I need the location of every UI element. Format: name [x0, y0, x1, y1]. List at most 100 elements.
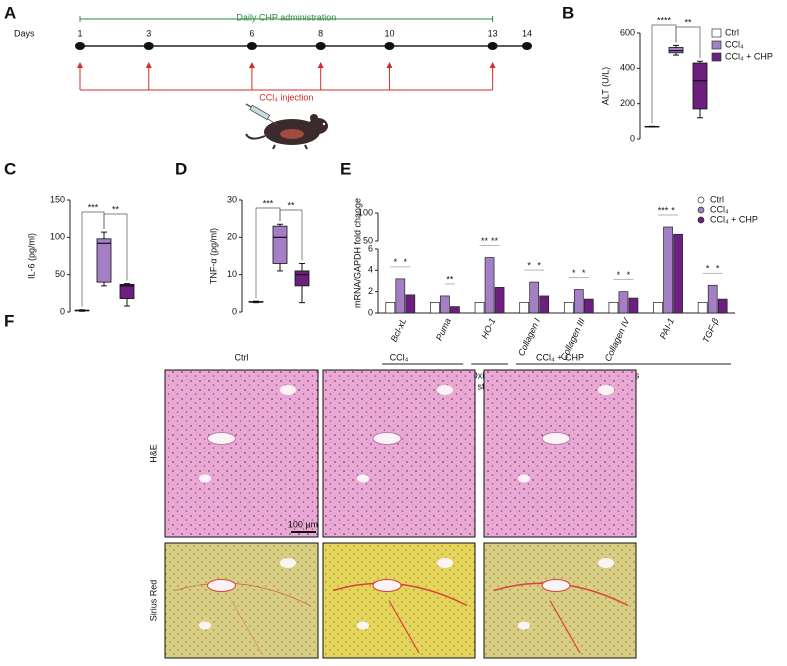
legend-swatch [711, 28, 722, 38]
bar [529, 281, 540, 314]
tissue [483, 542, 637, 659]
bar [440, 295, 450, 314]
vessel [372, 432, 402, 445]
x-tick-label: PAI-1 [658, 317, 676, 341]
x-tick-label: Collagen I [516, 316, 542, 357]
legend-label: Ctrl [710, 194, 724, 204]
legend-swatch [697, 206, 705, 214]
bar [618, 291, 629, 314]
vessel [541, 579, 571, 592]
x-tick-label: TGF-β [701, 317, 721, 345]
vessel [280, 558, 296, 568]
vessel [207, 432, 236, 445]
scale-bar-label: 100 μm [288, 519, 318, 529]
tissue [322, 369, 476, 538]
column-label: Ctrl [235, 352, 249, 362]
panel-label: C [4, 159, 16, 178]
timeline-day-marker [246, 42, 257, 50]
legend-label: CCl₄ [725, 39, 744, 49]
y-tick-label: 0 [60, 306, 65, 316]
significance-label: *** [88, 202, 99, 212]
vessel [199, 474, 211, 483]
y-tick-label: 4 [368, 265, 373, 275]
y-tick-label: 0 [630, 133, 635, 143]
bar [717, 298, 728, 314]
histology-image [483, 369, 637, 538]
significance-label: **** [657, 15, 672, 25]
timeline-day-label: 10 [384, 28, 394, 38]
collagen-fiber [231, 600, 262, 654]
significance-label: ** [481, 236, 489, 246]
vessel [518, 621, 530, 630]
vessel [518, 474, 530, 483]
significance-bracket [651, 24, 677, 124]
bar [519, 301, 530, 314]
timeline-day-marker [75, 42, 85, 50]
timeline-day-label: 3 [146, 28, 151, 38]
significance-label: ** [112, 204, 120, 214]
tissue [164, 542, 319, 659]
legend-label: CCl₄ [710, 204, 729, 214]
timeline-day-marker [315, 42, 326, 50]
y-tick-label: 150 [50, 194, 65, 204]
treatment-label: Daily CHP administration [236, 12, 336, 22]
histology-image [322, 369, 476, 538]
bar [563, 301, 574, 314]
timeline-day-label: 8 [318, 28, 323, 38]
y-tick-label: 0 [232, 306, 237, 316]
timeline-day-marker [384, 42, 395, 50]
y-axis-label: ALT (U/L) [600, 67, 610, 105]
timeline-axis-label: Days [14, 28, 35, 38]
significance-label: * [572, 268, 576, 278]
vessel [199, 621, 211, 630]
legend-label: CCl₄ + CHP [725, 51, 773, 61]
legend-swatch [711, 52, 722, 62]
vessel [598, 558, 614, 568]
bar [494, 287, 505, 314]
box [119, 283, 135, 299]
significance-bracket [103, 213, 128, 281]
bar [707, 284, 718, 314]
y-tick-label: 400 [620, 63, 635, 73]
panel-label: B [562, 3, 574, 22]
vessel [598, 385, 614, 395]
bar [663, 226, 673, 314]
bar [395, 278, 406, 314]
legend-swatch [711, 40, 722, 50]
x-tick-label: Collagen IV [603, 316, 632, 363]
panel-label: A [4, 3, 16, 22]
significance-label: * [582, 268, 586, 278]
timeline-day-marker [143, 42, 154, 50]
y-tick-label: 30 [227, 194, 237, 204]
mouse-illustration [245, 103, 328, 150]
vessel [437, 558, 453, 568]
timeline-day-label: 6 [249, 28, 254, 38]
significance-label: ** [446, 274, 454, 284]
column-label: CCl₄ [390, 352, 409, 362]
vessel [437, 385, 453, 395]
significance-label: * [716, 264, 720, 274]
bar [385, 301, 396, 314]
injection-arrowhead [77, 62, 83, 68]
bar [673, 233, 683, 314]
legend-swatch [697, 196, 705, 204]
column-label: CCl₄ + CHP [536, 352, 584, 362]
bar [450, 306, 460, 314]
timeline-day-marker [487, 42, 498, 50]
significance-label: *** [658, 205, 669, 215]
collagen-fiber [174, 582, 311, 606]
legend-label: Ctrl [725, 27, 739, 37]
legend-swatch [697, 216, 705, 224]
panel-label: F [4, 311, 14, 330]
significance-label: * [706, 264, 710, 274]
bar [484, 257, 495, 314]
y-tick-label: 10 [227, 269, 237, 279]
bar [697, 301, 708, 314]
injection-arrowhead [145, 62, 152, 68]
histology-image [164, 542, 319, 659]
x-tick-label: HO-1 [479, 317, 497, 341]
significance-label: * [527, 260, 531, 270]
collagen-fiber [549, 600, 581, 654]
collagen-fiber [388, 600, 420, 654]
significance-label: ** [287, 200, 295, 210]
